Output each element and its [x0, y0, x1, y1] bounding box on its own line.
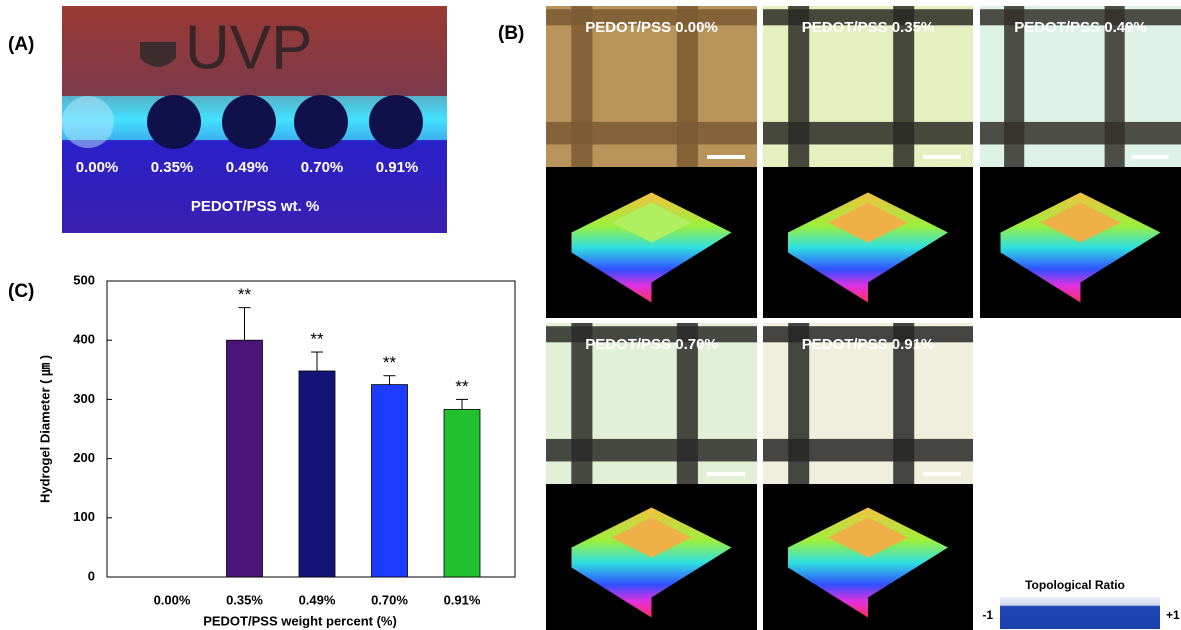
x-tick-label: 0.35%: [226, 592, 263, 607]
y-tick-label: 500: [73, 272, 95, 287]
y-tick-label: 400: [73, 332, 95, 347]
concentration-label: 0.49%: [226, 159, 269, 176]
x-tick-label: 0.00%: [154, 592, 191, 607]
bar: [227, 340, 263, 577]
concentration-label: 0.91%: [376, 159, 419, 176]
legend-min: -1: [982, 608, 993, 622]
y-tick-label: 300: [73, 391, 95, 406]
panel-label: (C): [8, 281, 34, 302]
x-tick-label: 0.91%: [444, 592, 481, 607]
bar: [299, 371, 335, 577]
x-axis-label: PEDOT/PSS weight percent (%): [203, 613, 397, 628]
mesh-fiber: [546, 439, 757, 462]
image-label: PEDOT/PSS 0.91%: [802, 336, 935, 353]
figure: (A) (B) (C) UVP 0.00% 0.35% 0.49% 0.70% 0.91…: [0, 0, 1181, 630]
image-label: PEDOT/PSS 0.00%: [585, 19, 718, 36]
y-tick-label: 0: [88, 568, 95, 583]
image-label: PEDOT/PSS 0.49%: [1014, 19, 1147, 36]
concentration-label: 0.35%: [151, 159, 194, 176]
x-tick-label: 0.49%: [299, 592, 336, 607]
photo-caption: PEDOT/PSS wt. %: [191, 198, 319, 215]
legend-max: +1: [1166, 608, 1180, 622]
mesh-fiber: [546, 122, 757, 145]
concentration-label: 0.00%: [76, 159, 119, 176]
legend-title: Topological Ratio: [1025, 578, 1125, 592]
mesh-fiber: [763, 439, 973, 462]
y-tick-label: 100: [73, 509, 95, 524]
mesh-fiber: [763, 122, 973, 145]
bar: [372, 385, 408, 577]
panel-label: (A): [8, 34, 34, 55]
significance-label: **: [455, 377, 469, 396]
mesh-fiber: [980, 122, 1181, 145]
logo: UVP: [185, 13, 312, 82]
significance-label: **: [238, 285, 252, 304]
x-tick-label: 0.70%: [371, 592, 408, 607]
y-axis-label: Hydrogel Diameter ( ㎛ ): [37, 355, 53, 503]
image-label: PEDOT/PSS 0.35%: [802, 19, 935, 36]
y-tick-label: 200: [73, 450, 95, 465]
image-label: PEDOT/PSS 0.70%: [585, 336, 718, 353]
significance-label: **: [383, 353, 397, 372]
concentration-label: 0.70%: [301, 159, 344, 176]
significance-label: **: [310, 330, 324, 349]
bar: [444, 409, 480, 577]
panel-label: (B): [498, 23, 524, 44]
legend-colorbar: [1000, 597, 1160, 629]
